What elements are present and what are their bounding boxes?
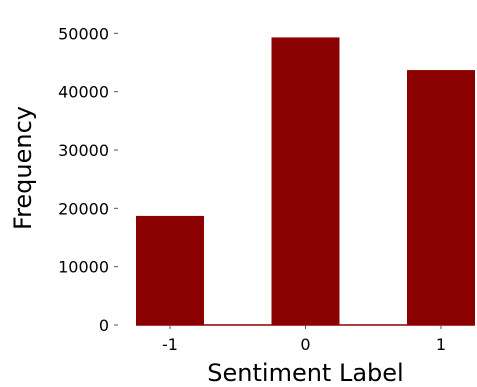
y-tick-label: 20000: [58, 199, 109, 218]
y-tick-label: 50000: [58, 24, 109, 43]
y-axis-label: Frequency: [9, 106, 37, 230]
bar--1: [136, 215, 204, 325]
y-tick-label: 10000: [58, 258, 109, 277]
x-tick-label: 1: [436, 335, 446, 354]
x-axis: -1 0 1: [162, 325, 446, 354]
y-tick-label: 40000: [58, 83, 109, 102]
bars-group: [136, 37, 475, 326]
bar-0: [271, 37, 340, 326]
bar-1: [407, 70, 475, 325]
x-axis-label: Sentiment Label: [207, 359, 403, 387]
y-tick-label: 0: [99, 316, 109, 335]
y-axis: 0 10000 20000 30000 40000 50000: [58, 24, 118, 335]
x-tick-label: 0: [300, 335, 310, 354]
x-tick-label: -1: [162, 335, 178, 354]
y-tick-label: 30000: [58, 141, 109, 160]
